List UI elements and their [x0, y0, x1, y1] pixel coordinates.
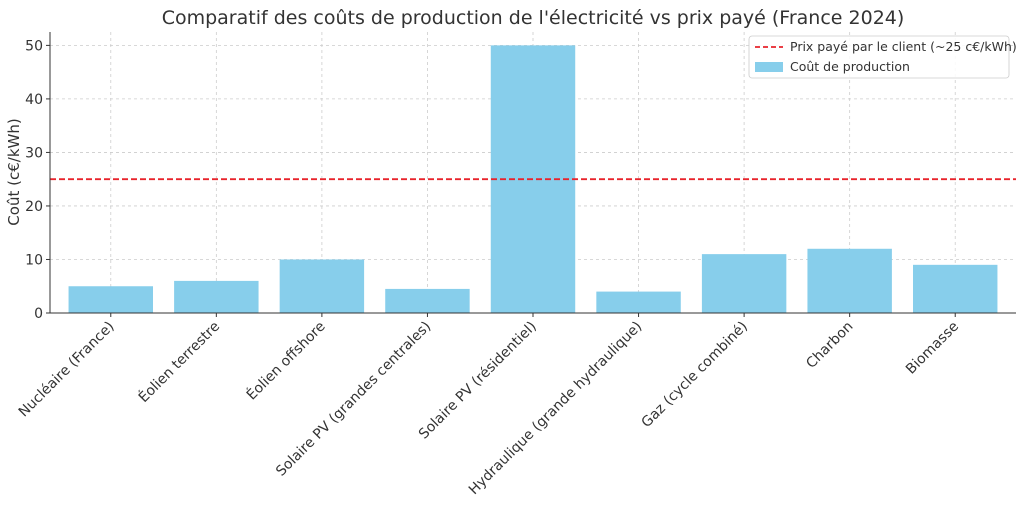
bar [385, 288, 470, 313]
bars-group [68, 45, 998, 313]
x-tick-label: Gaz (cycle combiné) [639, 319, 751, 431]
legend-frame [748, 35, 1010, 79]
bar [807, 248, 892, 313]
bar [701, 254, 787, 313]
y-tick-label: 0 [34, 306, 43, 322]
chart-title: Comparatif des coûts de production de l'… [162, 7, 905, 29]
y-axis-label: Coût (c€/kWh) [5, 118, 23, 225]
legend: Prix payé par le client (~25 c€/kWh) Coû… [748, 35, 1017, 79]
y-tick-label: 50 [25, 38, 43, 54]
y-tick-label: 30 [25, 145, 43, 161]
x-tick-label: Hydraulique (grande hydraulique) [466, 319, 646, 499]
bar [174, 280, 259, 313]
bar [279, 259, 365, 313]
y-tick-label: 40 [25, 92, 43, 108]
legend-reference-line-label: Prix payé par le client (~25 c€/kWh) [790, 39, 1017, 54]
x-tick-label: Éolien terrestre [135, 318, 223, 406]
bar [68, 286, 153, 313]
bar [913, 264, 998, 313]
x-tick-label: Biomasse [903, 319, 962, 378]
y-tick-labels: 0 10 20 30 40 50 [25, 38, 50, 322]
x-tick-label: Solaire PV (résidentiel) [416, 319, 540, 443]
x-tick-label: Éolien offshore [243, 318, 329, 404]
x-tick-label: Charbon [803, 319, 856, 372]
x-tick-labels: Nucléaire (France) Éolien terrestre Éolien… [16, 313, 962, 498]
bar [596, 291, 681, 313]
y-tick-label: 20 [25, 199, 43, 215]
x-tick-label: Nucléaire (France) [16, 319, 118, 421]
y-tick-label: 10 [25, 252, 43, 268]
legend-series-label: Coût de production [790, 59, 910, 74]
legend-series-swatch [755, 62, 783, 72]
